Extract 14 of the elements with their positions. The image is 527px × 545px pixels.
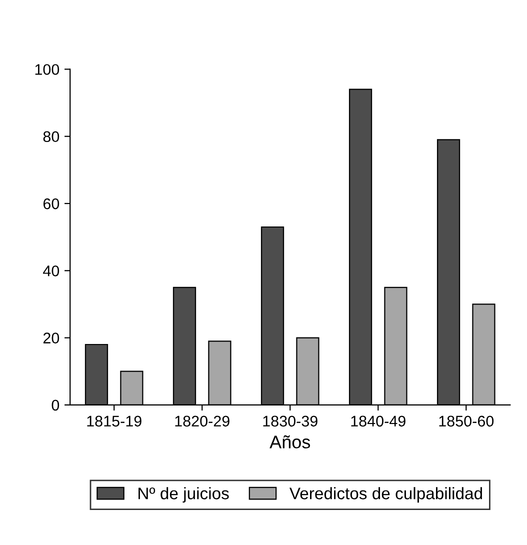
y-tick-label: 40 (43, 266, 60, 276)
y-tick-label: 0 (52, 400, 60, 411)
y-tick-label: 100 (35, 64, 60, 75)
y-tick-label: 80 (43, 131, 60, 142)
x-tick-label: 1840-49 (351, 416, 406, 427)
x-tick-label: 1850-60 (439, 416, 494, 427)
legend-label: Nº de juicios (138, 487, 229, 503)
x-tick-label: 1815-19 (87, 416, 142, 427)
y-tick-label: 20 (43, 332, 60, 344)
x-tick-label: 1820-29 (175, 416, 230, 427)
legend-label: Veredictos de culpabilidad (289, 487, 482, 503)
x-axis-title: Años (270, 435, 310, 448)
y-tick-label: 60 (43, 198, 60, 210)
x-tick-label: 1830-39 (263, 416, 318, 427)
